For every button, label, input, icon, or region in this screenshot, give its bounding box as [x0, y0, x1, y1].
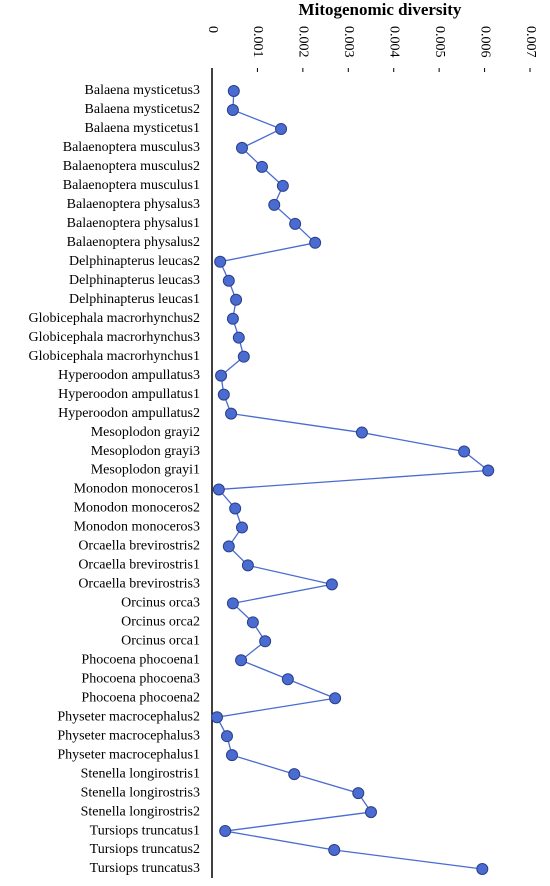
y-tick-label: Mesoplodon grayi3 — [91, 444, 200, 459]
y-tick-label: Physeter macrocephalus1 — [57, 747, 200, 762]
y-tick-label: Stenella longirostris3 — [81, 785, 200, 800]
x-tick-label: 0.003 — [341, 26, 356, 58]
chart-title: Mitogenomic diversity — [299, 0, 462, 19]
data-point — [222, 274, 235, 287]
data-point — [288, 768, 301, 781]
y-tick-label: Balaenoptera musculus1 — [63, 178, 200, 193]
x-tick-label: 0.006 — [477, 26, 492, 57]
y-tick-label: Orcinus orca1 — [121, 634, 200, 649]
x-tick-label: 0.007 — [523, 26, 538, 58]
data-point — [217, 388, 230, 401]
y-tick-label: Mesoplodon grayi2 — [91, 425, 200, 440]
y-tick-label: Orcinus orca2 — [121, 615, 200, 630]
y-tick-label: Phocoena phocoena2 — [81, 690, 200, 705]
y-tick-label: Tursiops truncatus1 — [90, 823, 200, 838]
data-point — [268, 198, 281, 211]
data-point — [225, 407, 238, 420]
y-tick-label: Globicephala macrorhynchus3 — [29, 330, 200, 345]
data-point — [226, 597, 239, 610]
y-tick-label: Balaenoptera musculus2 — [63, 159, 200, 174]
data-point — [281, 673, 294, 686]
y-tick-label: Delphinapterus leucas1 — [69, 292, 200, 307]
data-point — [246, 616, 259, 629]
y-tick-label: Stenella longirostris1 — [81, 766, 200, 781]
y-tick-label: Phocoena phocoena3 — [81, 671, 200, 686]
y-tick-label: Phocoena phocoena1 — [81, 652, 200, 667]
y-tick-label: Physeter macrocephalus3 — [57, 728, 200, 743]
data-point — [365, 806, 377, 819]
x-tick-label: 0.002 — [296, 26, 311, 58]
data-point — [214, 255, 227, 268]
data-point — [226, 312, 239, 325]
data-point — [355, 426, 368, 439]
x-tick-label: 0.004 — [386, 26, 401, 58]
data-point — [289, 217, 302, 230]
y-tick-label: Monodon monoceros3 — [74, 520, 200, 535]
data-point — [458, 445, 471, 458]
y-tick-label: Orcaella brevirostris3 — [78, 577, 200, 592]
data-point — [220, 730, 233, 743]
data-point — [235, 521, 248, 534]
data-point — [230, 293, 243, 306]
data-point — [212, 483, 225, 496]
data-point — [235, 654, 248, 667]
y-tick-label: Balaena mysticetus3 — [85, 83, 200, 98]
y-tick-label: Globicephala macrorhynchus1 — [29, 349, 200, 364]
x-tick-label: 0 — [205, 26, 220, 33]
y-tick-label: Balaenoptera physalus1 — [67, 216, 200, 231]
data-point — [259, 635, 272, 648]
data-point — [229, 502, 242, 515]
y-tick-label: Physeter macrocephalus2 — [57, 709, 200, 724]
y-tick-label: Balaenoptera musculus3 — [63, 140, 200, 155]
data-point — [222, 540, 235, 553]
y-tick-label: Balaena mysticetus1 — [85, 121, 200, 136]
y-tick-label: Globicephala macrorhynchus2 — [29, 311, 200, 326]
data-point — [309, 236, 322, 249]
data-point — [255, 160, 268, 173]
y-tick-label: Tursiops truncatus2 — [90, 842, 200, 857]
data-point — [352, 787, 365, 800]
data-point — [227, 85, 240, 97]
data-point — [275, 122, 288, 135]
y-tick-label: Tursiops truncatus3 — [90, 861, 200, 876]
data-point — [235, 141, 248, 154]
data-point — [225, 749, 238, 762]
data-point — [241, 559, 254, 572]
data-line — [216, 90, 490, 870]
y-tick-label: Monodon monoceros1 — [74, 482, 200, 497]
x-tick-label: 0.001 — [250, 26, 265, 58]
data-point — [226, 103, 239, 116]
y-tick-label: Stenella longirostris2 — [81, 804, 200, 819]
data-point — [328, 844, 341, 857]
y-tick-label: Hyperoodon ampullatus2 — [58, 406, 200, 421]
data-point — [219, 825, 232, 838]
data-point — [210, 711, 223, 724]
data-point — [329, 692, 342, 705]
y-tick-label: Orcinus orca3 — [121, 596, 200, 611]
data-point — [476, 863, 489, 875]
y-tick-label: Hyperoodon ampullatus3 — [58, 368, 200, 383]
data-point — [325, 578, 338, 591]
data-point — [215, 369, 228, 382]
y-tick-label: Delphinapterus leucas3 — [69, 273, 200, 288]
y-tick-label: Balaenoptera physalus3 — [67, 197, 200, 212]
data-point — [276, 179, 289, 192]
y-tick-label: Orcaella brevirostris2 — [78, 539, 200, 554]
data-point — [482, 464, 495, 477]
data-point — [232, 331, 245, 344]
y-tick-label: Orcaella brevirostris1 — [78, 558, 200, 573]
y-tick-label: Balaenoptera physalus2 — [67, 235, 200, 250]
data-point — [237, 350, 250, 363]
y-tick-label: Delphinapterus leucas2 — [69, 254, 200, 269]
y-tick-label: Hyperoodon ampullatus1 — [58, 387, 200, 402]
y-tick-label: Balaena mysticetus2 — [85, 102, 200, 117]
y-tick-label: Mesoplodon grayi1 — [91, 463, 200, 478]
x-tick-label: 0.005 — [432, 26, 447, 58]
y-tick-label: Monodon monoceros2 — [74, 501, 200, 516]
